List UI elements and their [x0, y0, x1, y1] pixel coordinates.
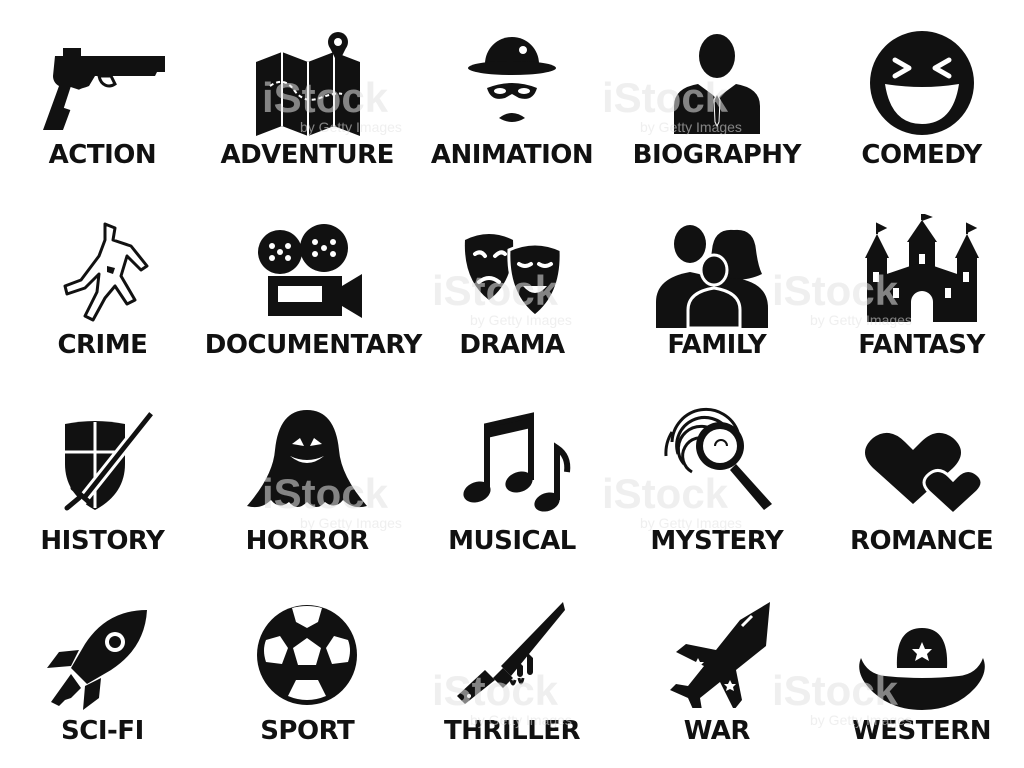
- music-notes-icon: [447, 406, 577, 516]
- genre-label: CRIME: [57, 330, 148, 360]
- genre-label: FAMILY: [667, 330, 767, 360]
- cowboy-hat-icon: [857, 612, 987, 722]
- genre-comedy: COMEDY: [819, 0, 1024, 192]
- genre-label: HISTORY: [40, 526, 165, 556]
- genre-label: ANIMATION: [430, 140, 594, 170]
- genre-adventure: ADVENTURE: [205, 0, 410, 192]
- genre-label: ADVENTURE: [220, 140, 394, 170]
- pistol-icon: [37, 28, 167, 138]
- genre-label: SCI-FI: [61, 716, 144, 746]
- family-icon: [652, 220, 782, 330]
- genre-drama: DRAMA: [410, 192, 615, 382]
- theater-masks-icon: [447, 220, 577, 330]
- genre-western: WESTERN: [819, 578, 1024, 768]
- genre-label: ACTION: [48, 140, 157, 170]
- genre-label: HORROR: [245, 526, 370, 556]
- soccer-ball-icon: [242, 600, 372, 710]
- genre-label: MYSTERY: [650, 526, 784, 556]
- businessman-icon: [652, 28, 782, 138]
- genre-label: WESTERN: [852, 716, 992, 746]
- genre-label: WAR: [683, 716, 751, 746]
- laughing-face-icon: [857, 28, 987, 138]
- fingerprint-magnifier-icon: [652, 402, 782, 512]
- genre-label: BIOGRAPHY: [632, 140, 802, 170]
- hearts-icon: [857, 416, 987, 526]
- genre-fantasy: FANTASY: [819, 192, 1024, 382]
- genre-family: FAMILY: [614, 192, 819, 382]
- genre-label: DRAMA: [459, 330, 565, 360]
- genre-animation: ANIMATION: [410, 0, 615, 192]
- genre-label: MUSICAL: [448, 526, 576, 556]
- genre-sport: SPORT: [205, 578, 410, 768]
- genre-mystery: MYSTERY: [614, 382, 819, 578]
- genre-musical: MUSICAL: [410, 382, 615, 578]
- genre-crime: CRIME: [0, 192, 205, 382]
- genre-sci-fi: SCI-FI: [0, 578, 205, 768]
- shield-sword-icon: [37, 408, 167, 518]
- ghost-icon: [242, 404, 372, 514]
- genre-label: FANTASY: [858, 330, 985, 360]
- genre-action: ACTION: [0, 0, 205, 192]
- bloody-knife-icon: [447, 598, 577, 708]
- genre-label: THRILLER: [443, 716, 581, 746]
- rocket-icon: [37, 604, 167, 714]
- genre-biography: BIOGRAPHY: [614, 0, 819, 192]
- genre-romance: ROMANCE: [819, 382, 1024, 578]
- fighter-jet-icon: [652, 598, 782, 708]
- genre-label: SPORT: [260, 716, 355, 746]
- genre-history: HISTORY: [0, 382, 205, 578]
- genre-documentary: DOCUMENTARY: [204, 192, 423, 382]
- genre-thriller: THRILLER: [410, 578, 615, 768]
- genre-horror: HORROR: [205, 382, 410, 578]
- castle-icon: [857, 214, 987, 324]
- chalk-outline-icon: [37, 218, 167, 328]
- genre-label: ROMANCE: [849, 526, 994, 556]
- genre-war: WAR: [614, 578, 819, 768]
- film-projector-icon: [242, 222, 372, 332]
- genre-label: DOCUMENTARY: [204, 330, 423, 360]
- treasure-map-icon: [242, 28, 372, 138]
- genre-label: COMEDY: [861, 140, 982, 170]
- masked-character-icon: [447, 26, 577, 136]
